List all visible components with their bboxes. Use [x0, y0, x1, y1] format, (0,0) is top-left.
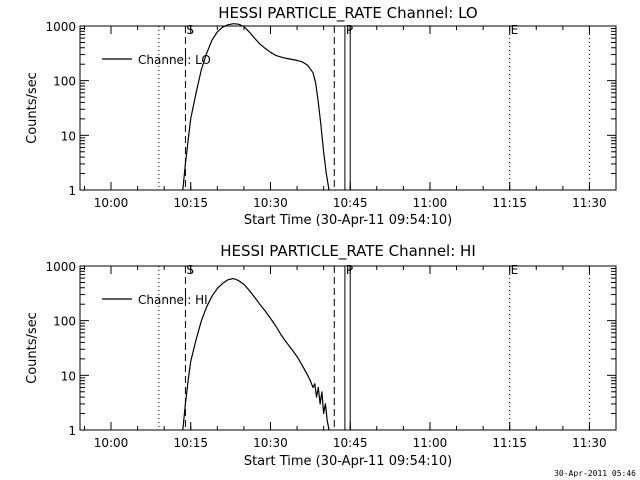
- time-marker-label: S: [186, 263, 194, 277]
- x-axis-label: Start Time (30-Apr-11 09:54:10): [244, 213, 452, 228]
- y-tick-label: 100: [53, 75, 76, 89]
- y-tick-label: 1000: [45, 20, 76, 34]
- x-tick-label: 10:30: [253, 196, 288, 210]
- chart-title: HESSI PARTICLE_RATE Channel: HI: [220, 242, 476, 261]
- x-tick-label: 10:00: [94, 196, 129, 210]
- y-tick-label: 100: [53, 315, 76, 329]
- series-line: [182, 23, 330, 191]
- x-tick-label: 11:00: [413, 436, 448, 450]
- x-tick-label: 11:15: [492, 436, 527, 450]
- y-tick-label: 10: [61, 129, 76, 143]
- x-axis-label: Start Time (30-Apr-11 09:54:10): [244, 454, 452, 469]
- plot-frame: [79, 25, 617, 191]
- x-tick-label: 10:15: [173, 436, 208, 450]
- time-marker-label: P: [346, 263, 353, 277]
- x-tick-label: 11:30: [572, 436, 607, 450]
- x-tick-label: 10:45: [333, 436, 368, 450]
- y-tick-label: 1: [68, 184, 76, 198]
- time-marker-label: E: [511, 23, 519, 37]
- y-axis-label: Counts/sec: [25, 72, 40, 144]
- footer-timestamp: 30-Apr-2011 05:46: [554, 469, 636, 478]
- time-marker-label: S: [186, 23, 194, 37]
- chart-title: HESSI PARTICLE_RATE Channel: LO: [218, 4, 477, 23]
- chart-panel-hi: HESSI PARTICLE_RATE Channel: HI Counts/s…: [25, 242, 617, 469]
- x-tick-label: 11:15: [492, 196, 527, 210]
- x-tick-label: 11:30: [572, 196, 607, 210]
- legend-label: Channel: HI: [138, 293, 208, 307]
- y-axis-label: Counts/sec: [25, 312, 40, 384]
- y-tick-label: 1000: [45, 260, 76, 274]
- y-tick-label: 1: [68, 424, 76, 438]
- x-tick-label: 10:30: [253, 436, 288, 450]
- x-tick-label: 10:00: [94, 436, 129, 450]
- chart-panel-lo: HESSI PARTICLE_RATE Channel: LO Counts/s…: [25, 4, 617, 228]
- x-tick-label: 10:15: [173, 196, 208, 210]
- legend-label: Channel: LO: [138, 53, 211, 67]
- series-line: [182, 277, 330, 431]
- time-marker-label: E: [511, 263, 519, 277]
- y-tick-label: 10: [61, 369, 76, 383]
- x-tick-label: 10:45: [333, 196, 368, 210]
- x-tick-label: 11:00: [413, 196, 448, 210]
- time-marker-label: P: [346, 23, 353, 37]
- plot-frame: [79, 265, 617, 431]
